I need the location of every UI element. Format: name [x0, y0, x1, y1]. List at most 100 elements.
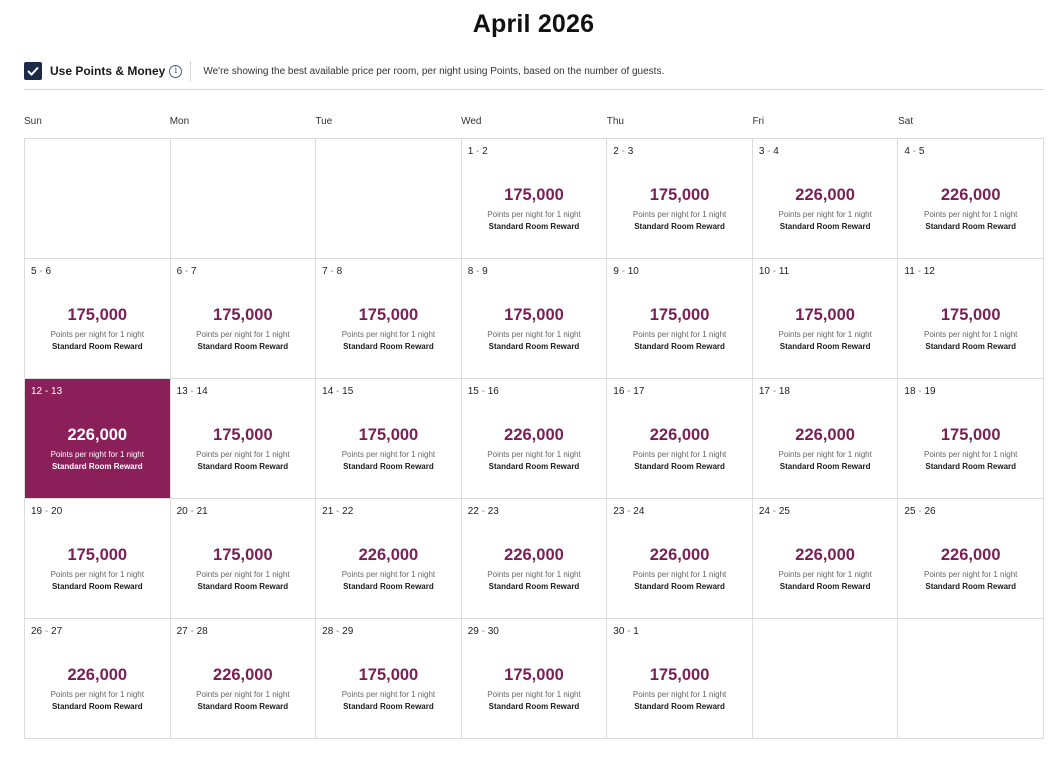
checkout-day: 18: [778, 386, 790, 397]
calendar-day-cell[interactable]: 29 - 30 175,000 Points per night for 1 nig…: [461, 619, 608, 739]
calendar-day-cell[interactable]: 21 - 22 226,000 Points per night for 1 nig…: [316, 499, 462, 619]
date-range: 25 - 26: [904, 506, 935, 517]
points-price: 175,000: [940, 426, 1001, 444]
calendar-day-cell-selected[interactable]: 12 - 13 226,000 Points per night for 1 nig…: [25, 379, 171, 499]
calendar-day-cell[interactable]: 10 - 11 175,000 Points per night for 1 nig…: [752, 259, 899, 379]
date-range: 6 - 7: [177, 266, 197, 277]
checkout-day: 25: [778, 506, 790, 517]
calendar-day-cell[interactable]: 3 - 4 226,000 Points per night for 1 night…: [752, 139, 899, 259]
calendar-day-cell[interactable]: 4 - 5 226,000 Points per night for 1 night…: [898, 139, 1044, 259]
range-separator: -: [42, 386, 52, 397]
reward-type: Standard Room Reward: [925, 462, 1017, 471]
pricing-note: We're showing the best available price p…: [203, 66, 665, 77]
calendar-day-cell[interactable]: 16 - 17 226,000 Points per night for 1 nig…: [607, 379, 753, 499]
points-price: 175,000: [358, 426, 419, 444]
points-price: 175,000: [649, 186, 710, 204]
calendar-day-cell[interactable]: 15 - 16 226,000 Points per night for 1 nig…: [461, 379, 608, 499]
points-price: 175,000: [213, 546, 273, 564]
date-range: 23 - 24: [613, 506, 644, 517]
price-subtitle: Points per night for 1 night: [924, 570, 1018, 579]
reward-type: Standard Room Reward: [343, 582, 434, 591]
calendar-day-cell[interactable]: 24 - 25 226,000 Points per night for 1 nig…: [752, 499, 899, 619]
price-subtitle: Points per night for 1 night: [924, 330, 1018, 339]
use-points-label[interactable]: Use Points & Money: [50, 64, 166, 78]
calendar-day-cell[interactable]: 20 - 21 175,000 Points per night for 1 nig…: [170, 499, 317, 619]
calendar-day-cell[interactable]: 7 - 8 175,000 Points per night for 1 night…: [316, 259, 462, 379]
date-range: 24 - 25: [759, 506, 790, 517]
reward-type: Standard Room Reward: [51, 462, 143, 471]
weekday-label: Sat: [898, 116, 914, 127]
calendar-day-cell[interactable]: 22 - 23 226,000 Points per night for 1 nig…: [461, 499, 608, 619]
calendar-day-cell[interactable]: 9 - 10 175,000 Points per night for 1 nigh…: [607, 259, 753, 379]
reward-type: Standard Room Reward: [343, 702, 434, 711]
checkout-day: 15: [342, 386, 354, 397]
date-range: 8 - 9: [468, 266, 488, 277]
checkout-day: 23: [487, 506, 499, 517]
calendar-day-cell[interactable]: 5 - 6 175,000 Points per night for 1 night…: [25, 259, 171, 379]
calendar-day-cell[interactable]: 18 - 19 175,000 Points per night for 1 nig…: [898, 379, 1044, 499]
points-price: 226,000: [795, 546, 855, 564]
points-price: 226,000: [504, 426, 564, 444]
calendar-day-cell[interactable]: 6 - 7 175,000 Points per night for 1 night…: [170, 259, 317, 379]
calendar-day-cell[interactable]: 26 - 27 226,000 Points per night for 1 nig…: [25, 619, 171, 739]
date-range: 20 - 21: [177, 506, 208, 517]
calendar-day-cell[interactable]: 8 - 9 175,000 Points per night for 1 night…: [461, 259, 608, 379]
checkout-day: 2: [482, 146, 488, 157]
reward-type: Standard Room Reward: [634, 342, 725, 351]
checkin-day: 9: [613, 266, 619, 277]
calendar-day-cell[interactable]: 23 - 24 226,000 Points per night for 1 nig…: [607, 499, 753, 619]
price-subtitle: Points per night for 1 night: [50, 450, 144, 459]
checkout-day: 6: [45, 266, 52, 277]
weekday-label: Sun: [24, 116, 42, 127]
points-price: 175,000: [795, 306, 855, 324]
price-subtitle: Points per night for 1 night: [487, 210, 581, 219]
points-price: 175,000: [213, 306, 273, 324]
price-subtitle: Points per night for 1 night: [341, 330, 436, 339]
info-icon[interactable]: i: [169, 65, 183, 78]
points-price: 175,000: [504, 666, 564, 684]
checkout-day: 21: [196, 506, 208, 517]
use-points-checkbox[interactable]: [24, 62, 42, 80]
checkin-day: 30: [613, 626, 625, 637]
calendar-day-cell[interactable]: 30 - 1 175,000 Points per night for 1 nigh…: [607, 619, 753, 739]
points-price: 226,000: [795, 426, 855, 444]
reward-type: Standard Room Reward: [925, 582, 1017, 591]
points-options-bar: Use Points & Money i We're showing the b…: [24, 60, 1044, 90]
checkin-day: 22: [467, 506, 479, 517]
points-price: 175,000: [358, 306, 419, 324]
range-separator: -: [333, 506, 343, 517]
calendar-day-cell[interactable]: 14 - 15 175,000 Points per night for 1 nig…: [316, 379, 462, 499]
calendar-day-cell[interactable]: 2 - 3 175,000 Points per night for 1 night…: [607, 139, 753, 259]
reward-type: Standard Room Reward: [488, 702, 580, 711]
checkout-day: 24: [633, 506, 645, 517]
price-subtitle: Points per night for 1 night: [50, 330, 144, 339]
checkout-day: 29: [342, 626, 354, 637]
calendar-day-cell[interactable]: 11 - 12 175,000 Points per night for 1 nig…: [898, 259, 1044, 379]
checkout-day: 13: [51, 386, 63, 397]
calendar-day-cell[interactable]: 28 - 29 175,000 Points per night for 1 nig…: [316, 619, 462, 739]
price-subtitle: Points per night for 1 night: [632, 570, 727, 579]
range-separator: -: [473, 266, 483, 277]
checkout-day: 30: [487, 626, 499, 637]
price-subtitle: Points per night for 1 night: [778, 450, 872, 459]
calendar-empty-cell: [170, 139, 317, 259]
range-separator: -: [478, 626, 488, 637]
calendar-day-cell[interactable]: 1 - 2 175,000 Points per night for 1 night…: [461, 139, 608, 259]
points-price: 175,000: [67, 546, 128, 564]
calendar-day-cell[interactable]: 13 - 14 175,000 Points per night for 1 nig…: [170, 379, 317, 499]
calendar-day-cell[interactable]: 27 - 28 226,000 Points per night for 1 nig…: [170, 619, 317, 739]
date-range: 19 - 20: [31, 506, 62, 517]
calendar-day-cell[interactable]: 25 - 26 226,000 Points per night for 1 nig…: [898, 499, 1044, 619]
reward-type: Standard Room Reward: [634, 462, 725, 471]
points-price: 175,000: [67, 306, 128, 324]
range-separator: -: [915, 386, 925, 397]
checkin-day: 17: [758, 386, 770, 397]
points-price: 175,000: [213, 426, 273, 444]
date-range: 17 - 18: [759, 386, 790, 397]
calendar-day-cell[interactable]: 17 - 18 226,000 Points per night for 1 nig…: [752, 379, 899, 499]
checkin-day: 19: [31, 506, 43, 517]
checkin-day: 7: [322, 266, 328, 277]
calendar-day-cell[interactable]: 19 - 20 175,000 Points per night for 1 nig…: [25, 499, 171, 619]
points-price: 226,000: [213, 666, 273, 684]
checkout-day: 19: [924, 386, 936, 397]
